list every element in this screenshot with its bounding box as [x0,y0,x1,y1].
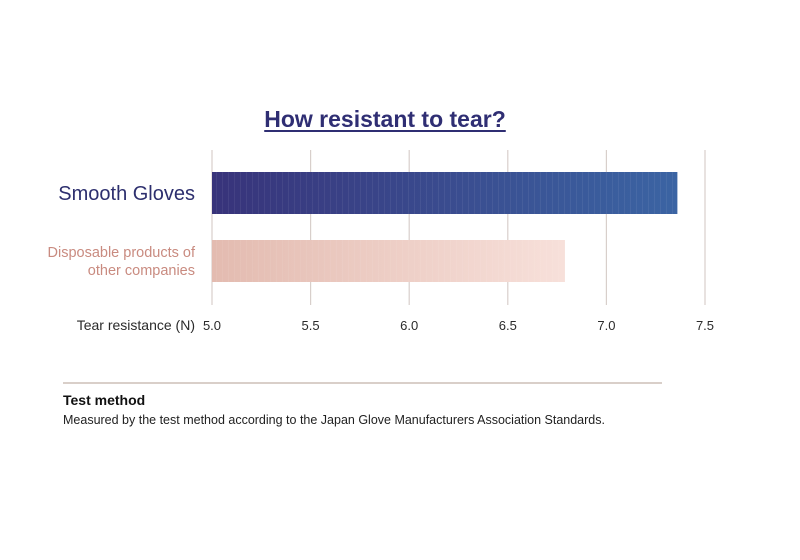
test-method-text: Measured by the test method according to… [63,413,605,427]
x-tick-label: 6.0 [400,318,418,333]
test-method-heading: Test method [63,392,146,408]
bar-texture [212,172,678,214]
x-tick-label: 5.5 [302,318,320,333]
bar-texture [212,240,565,282]
x-tick-label: 7.0 [597,318,615,333]
x-tick-label: 5.0 [203,318,221,333]
chart-title: How resistant to tear? [264,106,506,132]
section-divider [63,382,662,384]
x-tick-label: 6.5 [499,318,517,333]
x-tick-label: 7.5 [696,318,714,333]
category-label: Disposable products of other companies [48,245,196,279]
x-axis-title: Tear resistance (N) [77,317,195,333]
category-label: Smooth Gloves [58,183,195,205]
